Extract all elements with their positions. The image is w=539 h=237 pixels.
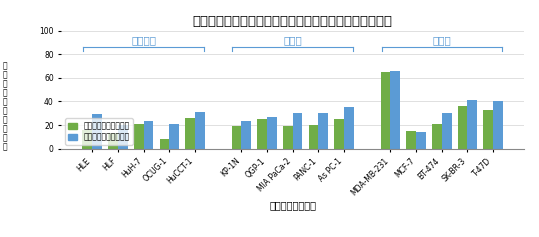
Bar <box>92 114 102 149</box>
Bar <box>283 126 293 149</box>
Bar <box>381 72 390 149</box>
Bar <box>160 139 169 149</box>
Bar <box>344 107 354 149</box>
Bar <box>432 124 442 149</box>
X-axis label: がん細胞株の種類: がん細胞株の種類 <box>269 200 316 210</box>
Text: 肝臓がん: 肝臓がん <box>131 35 156 45</box>
Bar <box>267 117 277 149</box>
Bar <box>483 110 493 149</box>
Bar <box>118 125 128 149</box>
Title: ゾレドロン酸によるがん細胞株に対する傷害性増大効果: ゾレドロン酸によるがん細胞株に対する傷害性増大効果 <box>193 15 393 28</box>
Bar <box>319 113 328 149</box>
Bar <box>232 126 241 149</box>
Legend: ゾレドロン酸処理なし, ゾレドロン酸処理あり: ゾレドロン酸処理なし, ゾレドロン酸処理あり <box>65 118 133 145</box>
Bar <box>390 71 400 149</box>
Bar <box>195 112 205 149</box>
Bar <box>185 118 195 149</box>
Bar <box>467 100 477 149</box>
Bar <box>82 130 92 149</box>
Bar <box>108 133 118 149</box>
Bar <box>257 119 267 149</box>
Bar <box>293 113 302 149</box>
Bar <box>416 132 426 149</box>
Bar <box>334 119 344 149</box>
Text: 細
胞
傷
害
性
活
性
（
％
）: 細 胞 傷 害 性 活 性 （ ％ ） <box>3 62 8 152</box>
Text: 乳がん: 乳がん <box>432 35 451 45</box>
Bar <box>442 113 452 149</box>
Bar <box>143 122 154 149</box>
Bar <box>241 122 251 149</box>
Text: 肺がん: 肺がん <box>284 35 302 45</box>
Bar <box>134 124 143 149</box>
Bar <box>406 131 416 149</box>
Bar <box>458 106 467 149</box>
Bar <box>309 125 319 149</box>
Bar <box>169 124 179 149</box>
Bar <box>493 101 503 149</box>
